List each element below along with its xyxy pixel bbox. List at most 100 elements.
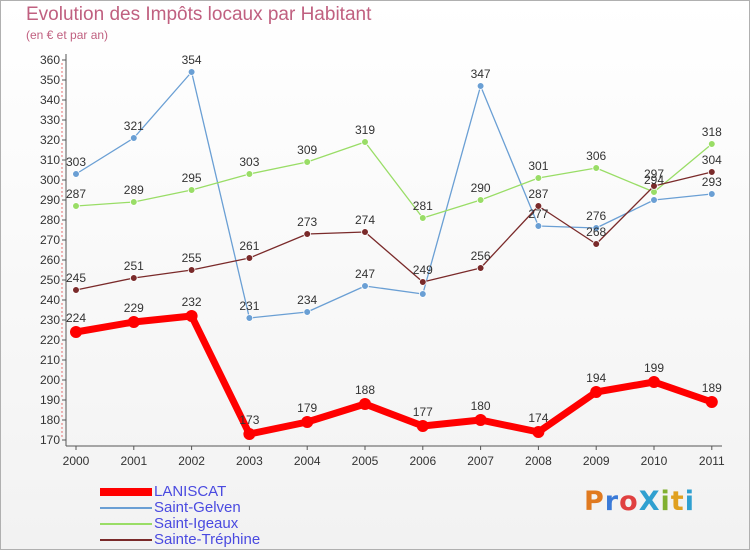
data-point-saint-gelven <box>187 68 196 76</box>
data-point-saint-gelven <box>476 82 485 90</box>
logo-letter: o <box>619 486 639 517</box>
y-tick-label: 310 <box>40 153 60 167</box>
y-minor-tick <box>61 163 63 165</box>
data-label-sainte-trephine: 287 <box>528 187 548 201</box>
data-point-saint-igeaux <box>476 196 485 204</box>
y-minor-tick <box>61 71 63 73</box>
y-minor-tick <box>61 75 63 77</box>
y-minor-tick <box>61 115 63 117</box>
chart-subtitle: (en € et par an) <box>26 28 109 42</box>
y-minor-tick <box>61 347 63 349</box>
y-minor-tick <box>61 355 63 357</box>
y-tick-label: 270 <box>40 233 60 247</box>
data-point-laniscat <box>416 420 429 432</box>
y-minor-tick <box>61 155 63 157</box>
data-label-sainte-trephine: 256 <box>471 249 491 263</box>
series-line-saint-igeaux <box>75 141 713 219</box>
y-minor-tick <box>61 63 63 65</box>
x-tick-label: 2010 <box>641 454 668 468</box>
logo-letter: t <box>670 486 685 517</box>
data-label-laniscat: 229 <box>124 301 144 315</box>
data-point-saint-igeaux <box>130 198 138 206</box>
y-minor-tick <box>61 291 63 293</box>
data-label-saint-igeaux: 290 <box>471 181 491 195</box>
y-minor-tick <box>61 395 63 397</box>
y-minor-tick <box>61 295 63 297</box>
y-minor-tick <box>61 387 63 389</box>
data-point-laniscat <box>532 426 545 438</box>
y-tick-label: 250 <box>40 273 60 287</box>
y-minor-tick <box>61 83 63 85</box>
y-tick-label: 170 <box>40 433 60 447</box>
data-label-saint-gelven: 231 <box>239 299 259 313</box>
logo-letter: P <box>584 486 605 517</box>
y-minor-tick <box>61 135 63 137</box>
y-minor-tick <box>61 435 63 437</box>
y-minor-tick <box>61 351 63 353</box>
y-minor-tick <box>61 283 63 285</box>
data-label-laniscat: 179 <box>297 401 317 415</box>
y-tick-label: 210 <box>40 353 60 367</box>
data-point-sainte-trephine <box>534 202 543 210</box>
data-point-saint-gelven <box>130 134 138 142</box>
data-point-saint-gelven <box>361 282 369 290</box>
data-label-laniscat: 177 <box>413 405 433 419</box>
data-label-saint-igeaux: 287 <box>66 187 86 201</box>
data-point-saint-igeaux <box>361 138 369 146</box>
data-label-saint-igeaux: 295 <box>182 171 202 185</box>
y-minor-tick <box>61 391 63 393</box>
y-minor-tick <box>61 215 63 217</box>
data-label-laniscat: 173 <box>239 413 259 427</box>
y-minor-tick <box>61 183 63 185</box>
y-tick-label: 280 <box>40 213 60 227</box>
data-label-saint-igeaux: 309 <box>297 143 317 157</box>
y-minor-tick <box>61 415 63 417</box>
data-point-laniscat <box>301 416 314 428</box>
y-minor-tick <box>61 91 63 93</box>
data-point-saint-gelven <box>418 290 427 298</box>
y-minor-tick <box>61 255 63 257</box>
y-tick-label: 180 <box>40 413 60 427</box>
legend-label: LANISCAT <box>154 483 227 500</box>
y-minor-tick <box>61 423 63 425</box>
legend-swatch <box>100 539 152 541</box>
y-minor-tick <box>61 331 63 333</box>
y-minor-tick <box>61 243 63 245</box>
y-tick-label: 340 <box>40 93 60 107</box>
y-minor-tick <box>61 223 63 225</box>
logo-letter: X <box>638 486 661 517</box>
data-label-saint-gelven: 321 <box>124 119 144 133</box>
data-point-laniscat <box>185 310 198 322</box>
y-tick-label: 350 <box>40 73 60 87</box>
y-tick-label: 290 <box>40 193 60 207</box>
y-tick-label: 360 <box>40 53 60 67</box>
x-tick-label: 2000 <box>63 454 90 468</box>
data-point-saint-gelven <box>534 222 543 230</box>
data-label-sainte-trephine: 304 <box>702 153 722 167</box>
y-minor-tick <box>61 123 63 125</box>
x-tick-label: 2011 <box>699 454 725 468</box>
y-minor-tick <box>61 407 63 409</box>
data-point-saint-igeaux <box>534 174 543 182</box>
series-line-saint-gelven <box>75 71 713 319</box>
data-point-saint-igeaux <box>245 170 254 178</box>
data-point-laniscat <box>705 396 718 408</box>
y-minor-tick <box>61 247 63 249</box>
data-label-sainte-trephine: 245 <box>66 271 86 285</box>
y-tick-label: 300 <box>40 173 60 187</box>
x-tick-label: 2009 <box>583 454 610 468</box>
y-minor-tick <box>61 111 63 113</box>
y-minor-tick <box>61 367 63 369</box>
data-label-saint-igeaux: 289 <box>124 183 144 197</box>
data-label-sainte-trephine: 261 <box>239 239 259 253</box>
data-label-saint-gelven: 293 <box>702 175 722 189</box>
y-minor-tick <box>61 211 63 213</box>
y-minor-tick <box>61 251 63 253</box>
y-minor-tick <box>61 311 63 313</box>
data-point-saint-igeaux <box>418 214 427 222</box>
legend-swatch <box>100 523 152 525</box>
y-minor-tick <box>61 195 63 197</box>
data-point-laniscat <box>70 326 82 338</box>
y-tick-label: 200 <box>40 373 60 387</box>
